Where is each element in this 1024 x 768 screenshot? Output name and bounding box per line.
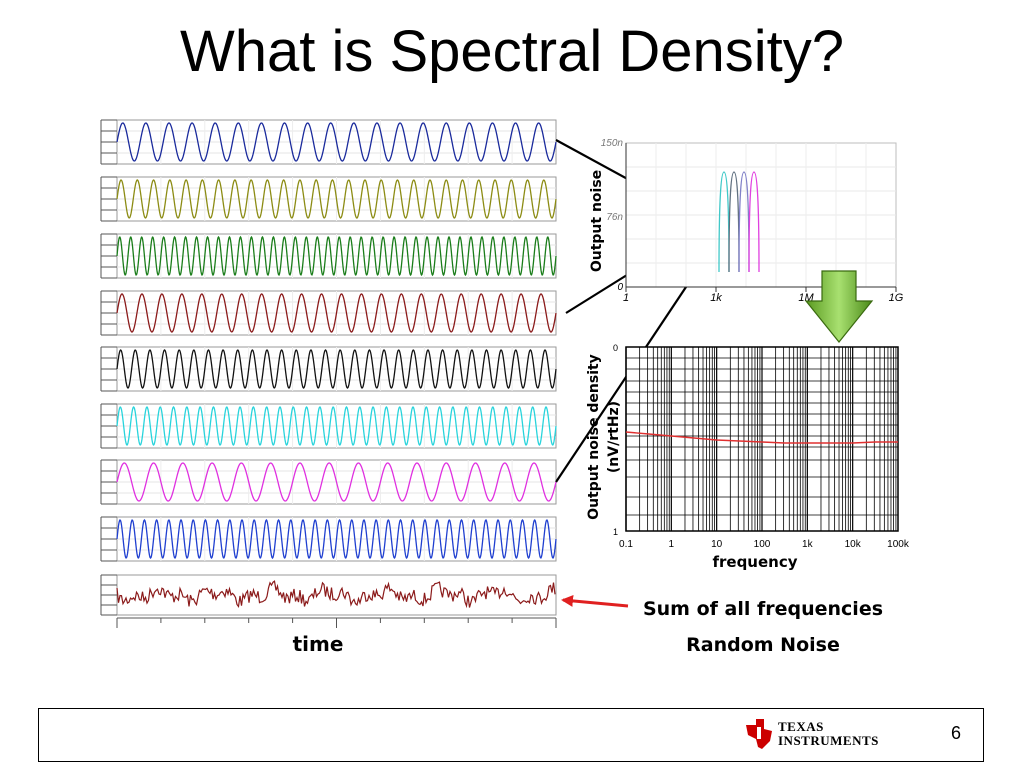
time-axis-label: time (292, 632, 344, 656)
time-panel (100, 516, 557, 562)
spectral-peak (728, 171, 740, 273)
x-tick-label: 10k (845, 539, 862, 550)
time-panel (100, 290, 557, 336)
x-tick-label: 10 (711, 539, 723, 550)
y-tick-label: 76n (606, 212, 623, 223)
slide-title: What is Spectral Density? (179, 19, 845, 84)
x-tick-label: 100 (754, 539, 771, 550)
time-panel (100, 459, 557, 505)
y-tick-label: 0 (617, 282, 623, 293)
time-axis (116, 617, 557, 628)
sine-waveform (116, 293, 557, 333)
y-axis-label: Output noise (589, 170, 605, 272)
y-axis-label: Output noise density (nV/rtHz) (586, 354, 622, 520)
sum-of-frequencies-label: Sum of all frequencies (642, 598, 884, 620)
time-panel (100, 346, 557, 392)
time-panel (100, 233, 557, 279)
sine-waveform (116, 235, 557, 277)
time-panel (100, 176, 557, 222)
sine-waveform (116, 122, 557, 162)
sine-waveform (116, 406, 557, 446)
x-tick-label: 1G (889, 292, 904, 304)
spectral-peak (748, 171, 760, 273)
y-tick-label: 1 (613, 527, 618, 537)
sine-waveform (116, 349, 557, 389)
spectral-peak (738, 171, 750, 273)
texas-instruments-logo: TEXAS INSTRUMENTS (742, 717, 882, 753)
noise-panel (100, 574, 557, 616)
logo-line-1: TEXAS (778, 719, 824, 734)
sine-waveform (116, 179, 557, 219)
sine-waveform (116, 518, 557, 560)
time-panel (100, 119, 557, 165)
x-tick-label: 1k (710, 292, 722, 304)
x-tick-label: 0.1 (619, 539, 633, 550)
x-tick-label: 100k (887, 539, 910, 550)
red-arrow-icon (561, 594, 629, 608)
noise-density-line (625, 431, 898, 444)
x-tick-label: 1k (802, 539, 814, 550)
frequency-axis-label: frequency (712, 553, 798, 571)
noise-waveform (116, 580, 556, 609)
page-number: 6 (950, 723, 961, 743)
ti-state-icon (746, 719, 772, 749)
x-tick-label: 1 (623, 292, 629, 304)
y-tick-label: 150n (601, 138, 624, 149)
spectral-peak (718, 171, 730, 273)
sine-waveform (116, 462, 557, 502)
y-tick-label: 0 (613, 343, 618, 353)
random-noise-label: Random Noise (686, 634, 840, 656)
down-arrow-icon (804, 270, 874, 343)
x-tick-label: 1 (669, 539, 675, 550)
time-domain-panels (100, 119, 557, 616)
time-panel (100, 403, 557, 449)
logo-line-2: INSTRUMENTS (778, 733, 879, 748)
slide-footer: TEXAS INSTRUMENTS 6 (38, 708, 984, 762)
